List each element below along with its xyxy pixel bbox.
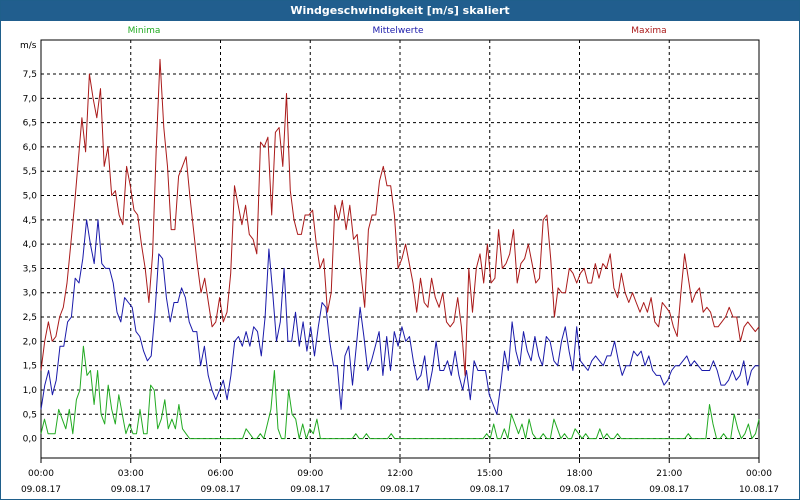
window-title: Windgeschwindigkeit [m/s] skaliert [1, 1, 799, 21]
x-tick-time: 06:00 [208, 469, 234, 479]
grid-lines [40, 40, 760, 463]
x-tick-time: 00:00 [28, 469, 54, 479]
series-maxima-line [40, 58, 760, 376]
y-tick-label: 6,0 [23, 143, 38, 153]
y-tick-label: 2,5 [23, 313, 37, 323]
y-tick-label: 7,0 [23, 94, 38, 104]
legend-maxima: Maxima [631, 26, 666, 36]
y-tick-label: 4,0 [23, 240, 38, 250]
y-tick-label: 0,0 [23, 435, 38, 445]
x-tick-date: 09.08.17 [290, 485, 330, 495]
series-minima-line [40, 345, 760, 440]
x-tick-time: 21:00 [656, 469, 682, 479]
x-tick-date: 09.08.17 [470, 485, 510, 495]
y-tick-label: 2,0 [23, 337, 38, 347]
x-tick-date: 09.08.17 [200, 485, 240, 495]
x-tick-time: 12:00 [387, 469, 413, 479]
y-tick-label: 3,0 [23, 289, 38, 299]
y-tick-label: 1,5 [23, 362, 37, 372]
series-lines [40, 58, 760, 440]
y-tick-label: 3,5 [23, 264, 37, 274]
y-tick-label: 7,5 [23, 70, 37, 80]
x-tick-time: 18:00 [567, 469, 593, 479]
x-tick-labels: 00:00 09.08.17 03:00 09.08.17 06:00 09.08.17 0… [21, 469, 779, 495]
legend-mittelwerte: Mittelwerte [372, 26, 423, 36]
legend-minima: Minima [128, 26, 161, 36]
y-tick-label: 4,5 [23, 216, 37, 226]
x-tick-time: 03:00 [118, 469, 144, 479]
x-tick-date: 09.08.17 [21, 485, 61, 495]
y-tick-label: 0,5 [23, 410, 37, 420]
y-tick-label: 1,0 [23, 386, 38, 396]
x-tick-time: 09:00 [297, 469, 323, 479]
x-tick-date: 09.08.17 [380, 485, 420, 495]
x-tick-time: 00:00 [746, 469, 772, 479]
x-tick-date: 10.08.17 [739, 485, 779, 495]
x-tick-date: 09.08.17 [559, 485, 599, 495]
x-tick-date: 09.08.17 [111, 485, 151, 495]
y-axis-label: m/s [20, 41, 37, 51]
y-tick-label: 6,5 [23, 119, 37, 129]
series-mittelwerte-line [40, 219, 759, 415]
plot-frame [40, 39, 760, 459]
x-tick-date: 09.08.17 [649, 485, 689, 495]
y-tick-label: 5,0 [23, 192, 38, 202]
x-tick-time: 15:00 [477, 469, 503, 479]
y-tick-label: 5,5 [23, 167, 37, 177]
y-tick-labels: 0,0 0,5 1,0 1,5 2,0 2,5 3,0 3,5 4,0 4,5 5,0 5,5 6,0 6… [23, 70, 38, 445]
